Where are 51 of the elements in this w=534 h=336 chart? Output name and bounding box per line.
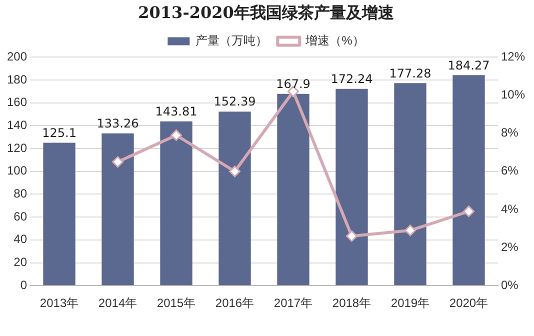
- x-tick-label: 2018年: [332, 296, 372, 310]
- y2-tick-label: 8%: [500, 126, 519, 140]
- y2-tick-label: 0%: [500, 278, 519, 292]
- y-tick-label: 200: [6, 50, 28, 64]
- y-tick-label: 20: [14, 255, 28, 270]
- x-tick-label: 2014年: [98, 296, 138, 310]
- y2-tick-label: 12%: [500, 50, 526, 64]
- bar: [452, 75, 485, 286]
- bar: [160, 121, 192, 286]
- y-tick-label: 40: [14, 232, 28, 246]
- y-tick-label: 160: [6, 95, 28, 110]
- legend-label: 增速（%）: [304, 34, 364, 48]
- x-tick-label: 2017年: [274, 296, 313, 310]
- y-tick-label: 0: [20, 278, 28, 292]
- y2-tick-label: 6%: [500, 164, 519, 178]
- data-label: 184.27: [448, 58, 490, 72]
- y-tick-label: 80: [14, 186, 28, 201]
- y2-tick-label: 4%: [500, 202, 519, 216]
- y-tick-label: 140: [6, 118, 28, 132]
- x-tick-label: 2019年: [390, 296, 430, 310]
- chart-title: 2013-2020年我国绿茶产量及增速: [138, 2, 395, 22]
- point: [229, 166, 241, 178]
- data-label: 143.81: [155, 104, 198, 118]
- bar: [102, 133, 134, 286]
- legend-label: 产量（万吨）: [196, 34, 268, 48]
- data-label: 133.26: [96, 116, 139, 131]
- x-tick-label: 2015年: [156, 296, 196, 310]
- y-tick-label: 100: [6, 164, 28, 178]
- point: [170, 129, 182, 141]
- bar: [336, 88, 368, 286]
- y2-tick-label: 2%: [500, 240, 519, 254]
- bar: [277, 94, 310, 286]
- point: [346, 230, 358, 242]
- x-tick-label: 2020年: [449, 296, 488, 310]
- bar: [394, 83, 426, 286]
- y-tick-label: 60: [14, 209, 28, 224]
- y-tick-label: 180: [6, 72, 28, 86]
- x-tick-label: 2016年: [215, 296, 254, 310]
- point: [462, 206, 474, 218]
- data-label: 152.39: [214, 94, 256, 109]
- data-label: 167.9: [276, 76, 310, 91]
- y2-tick-label: 10%: [500, 88, 526, 102]
- data-label: 125.1: [42, 126, 76, 140]
- bar: [218, 112, 251, 286]
- y-tick-label: 120: [6, 140, 28, 155]
- point: [404, 224, 416, 236]
- data-label: 177.28: [389, 66, 432, 80]
- data-label: 172.24: [330, 72, 373, 86]
- point: [112, 156, 124, 168]
- bar: [43, 142, 76, 286]
- x-tick-label: 2013年: [40, 296, 79, 310]
